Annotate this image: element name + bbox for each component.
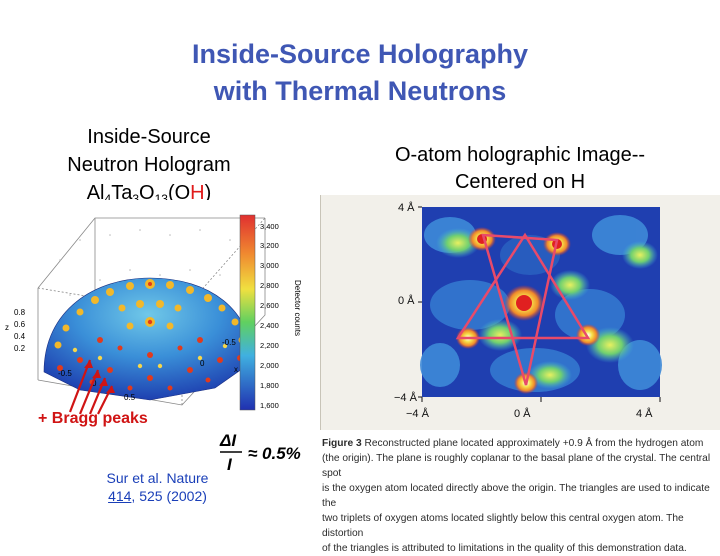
hologram-caption-line2: Neutron Hologram bbox=[67, 154, 231, 176]
hologram-caption-line1: Inside-Source bbox=[87, 126, 211, 148]
x-tick-left: −4 Å bbox=[406, 407, 430, 420]
hologram-caption: Inside-Source Neutron Hologram Al4Ta3O13… bbox=[40, 123, 258, 213]
figure-caption-line: Figure 3 Reconstructed plane located app… bbox=[322, 438, 704, 449]
neutron-hologram-plot: 0.8 0.6 0.4 0.2 z -0.5 0 0.5 -0.5 0 x 3,… bbox=[0, 200, 320, 420]
colorbar bbox=[239, 214, 256, 411]
citation-line1: Sur et al. Nature bbox=[106, 470, 209, 486]
y-axis-label: x bbox=[234, 365, 238, 374]
figure-caption-line: two triplets of oxygen atoms located sli… bbox=[322, 513, 684, 539]
y-tick-top: 4 Å bbox=[398, 201, 415, 214]
colorbar-tick: 2,600 bbox=[260, 301, 279, 310]
figure-caption-line: of the triangles is attributed to limita… bbox=[322, 543, 687, 554]
figure-caption: Figure 3 Reconstructed plane located app… bbox=[322, 436, 720, 556]
z-tick: 0.6 bbox=[14, 320, 26, 329]
y-tick: -0.5 bbox=[222, 338, 236, 347]
x-tick: -0.5 bbox=[58, 369, 72, 378]
slide-title-line1: Inside-Source Holography bbox=[191, 39, 529, 69]
citation-volume: 414 bbox=[108, 488, 132, 504]
colorbar-tick: 3,000 bbox=[260, 261, 279, 270]
colorbar-tick: 2,000 bbox=[260, 361, 279, 370]
z-tick: 0.2 bbox=[14, 344, 26, 353]
citation: Sur et al. Nature 414, 525 (2002) bbox=[85, 469, 230, 505]
y-tick: 0 bbox=[200, 359, 205, 368]
colorbar-tick: 3,400 bbox=[260, 222, 279, 231]
x-tick-middle: 0 Å bbox=[514, 407, 531, 420]
formula-denominator: I bbox=[227, 455, 233, 474]
holographic-image-caption-line2: Centered on H bbox=[454, 171, 586, 193]
holographic-image-caption-line1: O-atom holographic Image-- bbox=[394, 144, 646, 166]
y-tick-bottom: −4 Å bbox=[394, 391, 418, 404]
oxygen-holographic-image: 4 Å 0 Å −4 Å −4 Å 0 Å 4 Å bbox=[320, 195, 720, 430]
colorbar-label: Detector counts bbox=[293, 280, 302, 336]
holographic-image-caption: O-atom holographic Image-- Centered on H bbox=[335, 142, 705, 196]
z-tick: 0.8 bbox=[14, 308, 26, 317]
colorbar-tick: 1,800 bbox=[260, 381, 279, 390]
citation-pages: , 525 (2002) bbox=[131, 488, 207, 504]
formula-value: ≈ 0.5% bbox=[248, 444, 301, 463]
colorbar-tick: 1,600 bbox=[260, 401, 279, 410]
figure-caption-line: is the oxygen atom located directly abov… bbox=[322, 483, 710, 509]
colorbar-tick: 2,200 bbox=[260, 341, 279, 350]
y-tick-middle: 0 Å bbox=[398, 294, 415, 307]
bragg-peaks-label: + Bragg peaks bbox=[38, 410, 148, 427]
figure-label: Figure 3 bbox=[322, 438, 362, 449]
signal-ratio-formula: ΔI I ≈ 0.5% bbox=[219, 431, 301, 474]
formula-numerator: ΔI bbox=[219, 431, 237, 450]
colorbar-tick: 3,200 bbox=[260, 241, 279, 250]
slide-title-line2: with Thermal Neutrons bbox=[213, 76, 507, 106]
citation-line2: 414, 525 (2002) bbox=[85, 487, 230, 505]
colorbar-tick: 2,800 bbox=[260, 281, 279, 290]
z-axis-label: z bbox=[5, 323, 9, 332]
x-tick: 0 bbox=[92, 379, 97, 388]
figure-caption-line: (the origin). The plane is roughly copla… bbox=[322, 453, 711, 479]
x-tick: 0.5 bbox=[124, 393, 136, 402]
z-tick: 0.4 bbox=[14, 332, 26, 341]
x-tick-right: 4 Å bbox=[636, 407, 653, 420]
colorbar-tick: 2,400 bbox=[260, 321, 279, 330]
